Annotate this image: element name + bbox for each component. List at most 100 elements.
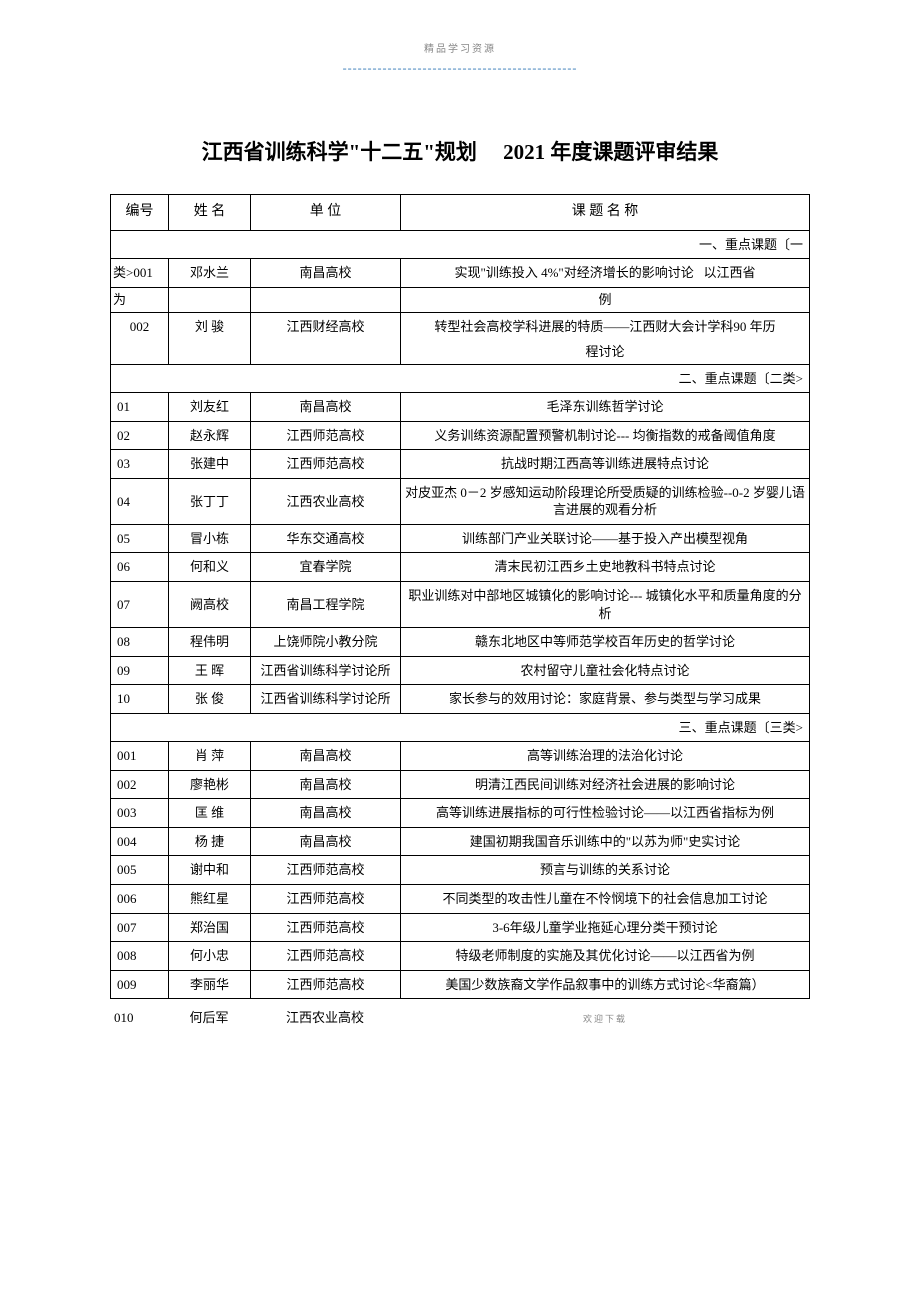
table-row: 06何和义宜春学院清末民初江西乡土史地教科书特点讨论	[111, 553, 810, 582]
table-row: 001肖 萍南昌高校高等训练治理的法治化讨论	[111, 742, 810, 771]
cell-unit: 江西农业高校	[250, 999, 400, 1032]
cell-id	[111, 340, 169, 364]
cell-name: 张丁丁	[169, 478, 251, 524]
title-suffix: 年度课题评审结果	[550, 140, 718, 164]
cell-topic: 清末民初江西乡土史地教科书特点讨论	[401, 553, 810, 582]
col-header-name: 姓 名	[169, 195, 251, 231]
cell-id: 006	[111, 885, 169, 914]
footer-watermark-cell: 欢迎下载	[400, 999, 810, 1032]
page-title: 江西省训练科学"十二五"规划 2021 年度课题评审结果	[110, 136, 810, 166]
section-3-header: 三、重点课题〔三类>	[111, 713, 810, 742]
cell-name	[169, 340, 251, 364]
cell-name: 李丽华	[169, 970, 251, 999]
cell-name: 匡 维	[169, 799, 251, 828]
cell-id: 类>001	[111, 259, 169, 288]
table-row: 09王 晖江西省训练科学讨论所农村留守儿童社会化特点讨论	[111, 656, 810, 685]
cell-unit	[251, 287, 401, 312]
cell-id: 05	[111, 524, 169, 553]
table-row: 01刘友红南昌高校毛泽东训练哲学讨论	[111, 393, 810, 422]
cell-id: 07	[111, 582, 169, 628]
cell-id: 005	[111, 856, 169, 885]
header-watermark: 精品学习资源	[110, 40, 810, 55]
cell-topic: 美国少数族裔文学作品叙事中的训练方式讨论<华裔篇）	[401, 970, 810, 999]
cell-name: 冒小栋	[169, 524, 251, 553]
title-prefix: 江西省训练科学"十二五"规划	[202, 140, 477, 164]
cell-topic: 抗战时期江西高等训练进展特点讨论	[401, 450, 810, 479]
section-3-label: 三、重点课题〔三类>	[111, 713, 810, 742]
cell-id: 002	[111, 770, 169, 799]
table-row: 类>001 邓水兰 南昌高校 实现"训练投入 4%"对经济增长的影响讨论 以江西…	[111, 259, 810, 288]
cell-topic: 程讨论	[401, 340, 810, 364]
cell-topic: 转型社会高校学科进展的特质——江西财大会计学科90 年历	[401, 312, 810, 340]
cell-topic: 家长参与的效用讨论：家庭背景、参与类型与学习成果	[401, 685, 810, 714]
cell-name: 何后军	[168, 999, 250, 1032]
topic-b: 以江西省	[703, 265, 755, 280]
cell-unit: 南昌高校	[251, 393, 401, 422]
cell-topic: 实现"训练投入 4%"对经济增长的影响讨论 以江西省	[401, 259, 810, 288]
cell-unit: 江西财经高校	[251, 312, 401, 340]
cell-name: 刘友红	[169, 393, 251, 422]
col-header-unit: 单 位	[251, 195, 401, 231]
cell-unit: 江西师范高校	[251, 970, 401, 999]
cell-id: 004	[111, 827, 169, 856]
trailing-row: 010 何后军 江西农业高校 欢迎下载	[110, 999, 810, 1032]
section-1-header: 一、重点课题〔一	[111, 230, 810, 259]
cell-id: 003	[111, 799, 169, 828]
cell-name: 杨 捷	[169, 827, 251, 856]
cell-unit: 南昌高校	[251, 799, 401, 828]
table-row: 002 刘 骏 江西财经高校 转型社会高校学科进展的特质——江西财大会计学科90…	[111, 312, 810, 340]
col-header-topic: 课 题 名 称	[401, 195, 810, 231]
cell-topic: 对皮亚杰 0－2 岁感知运动阶段理论所受质疑的训练检验--0-2 岁婴儿语言进展…	[401, 478, 810, 524]
cell-unit: 江西师范高校	[251, 913, 401, 942]
table-row: 005谢中和江西师范高校预言与训练的关系讨论	[111, 856, 810, 885]
table-row: 08程伟明上饶师院小教分院赣东北地区中等师范学校百年历史的哲学讨论	[111, 628, 810, 657]
cell-name: 郑治国	[169, 913, 251, 942]
cell-unit: 宜春学院	[251, 553, 401, 582]
cell-id: 007	[111, 913, 169, 942]
cell-topic: 特级老师制度的实施及其优化讨论——以江西省为例	[401, 942, 810, 971]
cell-topic: 毛泽东训练哲学讨论	[401, 393, 810, 422]
cell-id: 为	[111, 287, 169, 312]
cell-name	[169, 287, 251, 312]
cell-topic: 农村留守儿童社会化特点讨论	[401, 656, 810, 685]
section-1-label: 一、重点课题〔一	[111, 230, 810, 259]
cell-unit: 江西师范高校	[251, 450, 401, 479]
cell-unit: 上饶师院小教分院	[251, 628, 401, 657]
cell-id: 008	[111, 942, 169, 971]
cell-topic: 例	[401, 287, 810, 312]
cell-topic: 预言与训练的关系讨论	[401, 856, 810, 885]
table-row: 003匡 维南昌高校高等训练进展指标的可行性检验讨论——以江西省指标为例	[111, 799, 810, 828]
cell-name: 邓水兰	[169, 259, 251, 288]
cell-id: 02	[111, 421, 169, 450]
topic-a: 实现"训练投入 4%"对经济增长的影响讨论	[455, 265, 694, 280]
cell-unit: 江西农业高校	[251, 478, 401, 524]
table-row: 程讨论	[111, 340, 810, 364]
cell-id: 009	[111, 970, 169, 999]
cell-topic: 高等训练进展指标的可行性检验讨论——以江西省指标为例	[401, 799, 810, 828]
cell-id: 10	[111, 685, 169, 714]
cell-name: 赵永辉	[169, 421, 251, 450]
footer-watermark: 欢迎下载	[583, 1014, 627, 1024]
cell-name: 何小忠	[169, 942, 251, 971]
section-2-header: 二、重点课题〔二类>	[111, 364, 810, 393]
table-row: 008何小忠江西师范高校特级老师制度的实施及其优化讨论——以江西省为例	[111, 942, 810, 971]
table-row: 004杨 捷南昌高校建国初期我国音乐训练中的"以苏为师"史实讨论	[111, 827, 810, 856]
cell-topic: 高等训练治理的法治化讨论	[401, 742, 810, 771]
table-row: 10张 俊江西省训练科学讨论所家长参与的效用讨论：家庭背景、参与类型与学习成果	[111, 685, 810, 714]
table-row: 006熊红星江西师范高校不同类型的攻击性儿童在不怜悯境下的社会信息加工讨论	[111, 885, 810, 914]
cell-name: 程伟明	[169, 628, 251, 657]
trailing-row-table: 010 何后军 江西农业高校 欢迎下载	[110, 999, 810, 1032]
cell-topic: 训练部门产业关联讨论——基于投入产出模型视角	[401, 524, 810, 553]
cell-id: 04	[111, 478, 169, 524]
cell-unit: 南昌高校	[251, 770, 401, 799]
table-row: 05冒小栋华东交通高校训练部门产业关联讨论——基于投入产出模型视角	[111, 524, 810, 553]
cell-unit: 江西师范高校	[251, 942, 401, 971]
table-row: 009李丽华江西师范高校美国少数族裔文学作品叙事中的训练方式讨论<华裔篇）	[111, 970, 810, 999]
cell-name: 谢中和	[169, 856, 251, 885]
title-year: 2021	[503, 140, 545, 164]
cell-topic: 赣东北地区中等师范学校百年历史的哲学讨论	[401, 628, 810, 657]
cell-unit: 江西师范高校	[251, 885, 401, 914]
cell-name: 何和义	[169, 553, 251, 582]
cell-unit: 华东交通高校	[251, 524, 401, 553]
cell-topic: 建国初期我国音乐训练中的"以苏为师"史实讨论	[401, 827, 810, 856]
